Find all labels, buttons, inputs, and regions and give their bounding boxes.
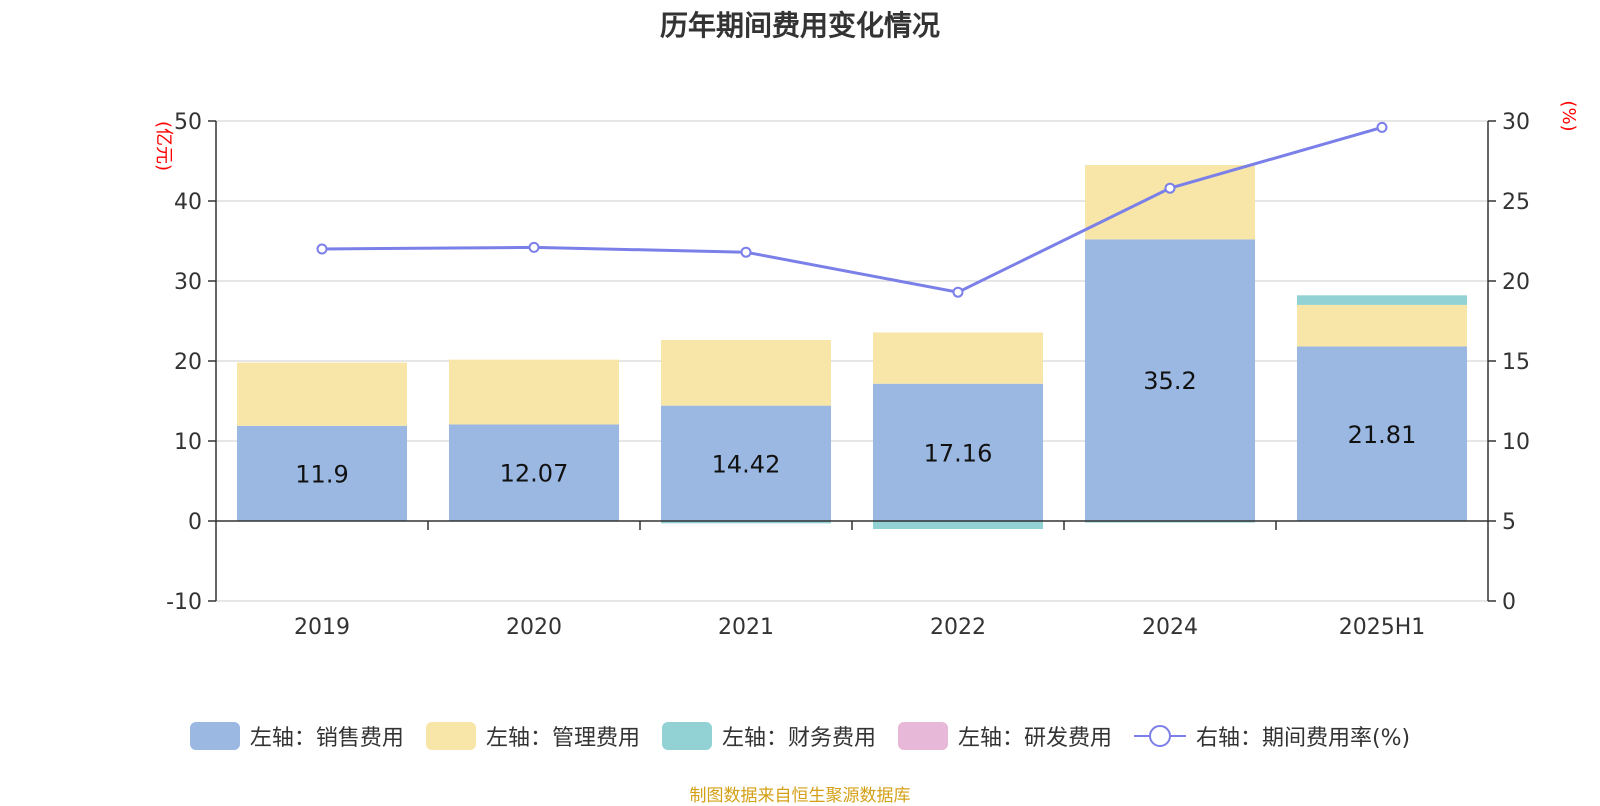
legend-swatch-rnd (897, 722, 948, 750)
legend-label-finance: 左轴：财务费用 (721, 726, 876, 751)
legend-swatch-sales (189, 722, 240, 750)
bar-admin (1085, 165, 1255, 240)
bar-data-label: 11.9 (295, 460, 348, 488)
bar-finance (661, 521, 831, 524)
legend-item-rnd[interactable]: 左轴：研发费用 (897, 720, 1112, 752)
legend-swatch-finance (661, 722, 712, 750)
right-tick-label: 0 (1502, 590, 1516, 615)
bar-finance (1297, 295, 1467, 305)
legend: 左轴：销售费用 左轴：管理费用 左轴：财务费用 左轴：研发费用 右轴：期间费用率… (0, 720, 1600, 752)
legend-label-sales: 左轴：销售费用 (249, 726, 404, 751)
rate-point (528, 241, 540, 253)
rate-point (740, 246, 752, 258)
rate-point (1376, 121, 1388, 133)
bar-data-label: 21.81 (1348, 421, 1417, 449)
bar-data-label: 35.2 (1143, 367, 1196, 395)
right-tick-label: 20 (1502, 270, 1530, 295)
bar-data-label: 12.07 (500, 460, 569, 488)
bar-finance (1085, 521, 1255, 523)
rate-point (1164, 182, 1176, 194)
right-tick-label: 30 (1502, 110, 1530, 135)
legend-item-admin[interactable]: 左轴：管理费用 (425, 720, 640, 752)
x-tick-label: 2025H1 (1339, 615, 1426, 640)
legend-line-swatch-icon (1133, 725, 1186, 747)
rate-line (321, 125, 1383, 294)
bar-data-label: 14.42 (712, 450, 781, 478)
bar-sales (449, 424, 619, 521)
x-tick-label: 2022 (930, 615, 986, 640)
left-tick-label: 20 (174, 350, 202, 375)
legend-item-rate[interactable]: 右轴：期间费用率(%) (1133, 720, 1411, 752)
right-axis-unit: (%) (1558, 100, 1579, 131)
legend-label-rnd: 左轴：研发费用 (957, 726, 1112, 751)
rate-point (952, 286, 964, 298)
bar-sales (1085, 239, 1255, 521)
legend-item-finance[interactable]: 左轴：财务费用 (661, 720, 876, 752)
x-tick-label: 2020 (506, 615, 562, 640)
bar-sales (873, 383, 1043, 521)
right-tick-label: 10 (1502, 430, 1530, 455)
left-tick-label: 50 (174, 110, 202, 135)
bar-admin (661, 340, 831, 406)
x-tick-label: 2019 (294, 615, 350, 640)
left-tick-label: 0 (188, 510, 202, 535)
bar-data-label: 17.16 (924, 439, 993, 467)
right-tick-label: 5 (1502, 510, 1516, 535)
source-note: 制图数据来自恒生聚源数据库 (689, 786, 911, 806)
chart-title: 历年期间费用变化情况 (659, 9, 940, 42)
left-tick-label: 30 (174, 270, 202, 295)
x-tick-label: 2024 (1142, 615, 1198, 640)
legend-swatch-admin (425, 722, 476, 750)
legend-label-admin: 左轴：管理费用 (485, 726, 640, 751)
bar-admin (449, 359, 619, 425)
left-axis-unit: (亿元) (153, 121, 174, 171)
bar-sales (661, 405, 831, 521)
left-tick-label: -10 (166, 590, 202, 615)
x-tick-label: 2021 (718, 615, 774, 640)
bar-admin (237, 362, 407, 426)
right-tick-label: 15 (1502, 350, 1530, 375)
rate-point (316, 243, 328, 255)
legend-label-rate: 右轴：期间费用率(%) (1195, 726, 1411, 751)
bar-finance (873, 521, 1043, 529)
legend-item-sales[interactable]: 左轴：销售费用 (189, 720, 404, 752)
bar-admin (1297, 304, 1467, 347)
right-tick-label: 25 (1502, 190, 1530, 215)
bar-sales (237, 425, 407, 521)
left-tick-label: 10 (174, 430, 202, 455)
bar-sales (1297, 346, 1467, 521)
bar-admin (873, 332, 1043, 384)
left-tick-label: 40 (174, 190, 202, 215)
